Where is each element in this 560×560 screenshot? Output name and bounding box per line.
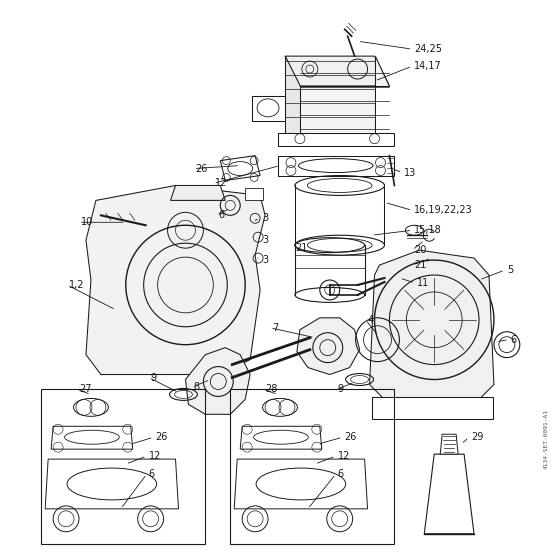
Text: 29: 29 — [471, 432, 483, 442]
Text: 6: 6 — [218, 211, 225, 220]
Text: 9: 9 — [338, 385, 344, 394]
Text: 3: 3 — [262, 235, 268, 245]
Text: 12: 12 — [216, 179, 228, 189]
Polygon shape — [45, 459, 179, 509]
Text: 7: 7 — [272, 323, 278, 333]
Text: 4134-SET-0091-A1: 4134-SET-0091-A1 — [544, 409, 549, 469]
Text: 24,25: 24,25 — [414, 44, 442, 54]
Text: 1,2: 1,2 — [69, 280, 85, 290]
Text: 6: 6 — [511, 335, 517, 345]
Text: 8: 8 — [193, 382, 199, 393]
Polygon shape — [171, 185, 225, 200]
Text: 28: 28 — [265, 385, 277, 394]
Text: 14,17: 14,17 — [414, 61, 442, 71]
Polygon shape — [297, 318, 360, 375]
Text: 3: 3 — [262, 255, 268, 265]
Polygon shape — [371, 398, 493, 419]
Text: 27: 27 — [79, 385, 91, 394]
Text: 6: 6 — [148, 469, 155, 479]
Text: 21: 21 — [295, 243, 307, 253]
Text: 10: 10 — [81, 217, 94, 227]
Text: 16,19,22,23: 16,19,22,23 — [414, 206, 473, 216]
Polygon shape — [440, 434, 458, 454]
Text: 4: 4 — [367, 315, 374, 325]
Polygon shape — [278, 156, 394, 175]
Polygon shape — [240, 426, 322, 449]
Polygon shape — [278, 133, 394, 146]
Text: 26: 26 — [344, 432, 357, 442]
Text: 12: 12 — [148, 451, 161, 461]
Polygon shape — [185, 348, 250, 414]
Polygon shape — [220, 156, 260, 180]
Polygon shape — [424, 454, 474, 534]
Polygon shape — [300, 56, 389, 136]
Text: 12: 12 — [338, 451, 350, 461]
Polygon shape — [252, 96, 285, 121]
Polygon shape — [370, 250, 494, 399]
Bar — [245, 189, 263, 200]
Text: 26: 26 — [195, 164, 208, 174]
Text: 3: 3 — [262, 213, 268, 223]
Bar — [230, 389, 394, 544]
Text: 11: 11 — [417, 278, 430, 288]
Polygon shape — [86, 185, 265, 375]
Text: 20: 20 — [414, 245, 427, 255]
Polygon shape — [285, 56, 300, 136]
Text: 13: 13 — [404, 167, 417, 178]
Text: 5: 5 — [507, 265, 513, 275]
Text: 26: 26 — [156, 432, 168, 442]
Polygon shape — [51, 426, 133, 449]
Text: 21: 21 — [414, 260, 427, 270]
Bar — [41, 389, 206, 544]
Text: 9: 9 — [151, 372, 157, 382]
Polygon shape — [285, 56, 389, 86]
Text: 6: 6 — [338, 469, 344, 479]
Text: 15,18: 15,18 — [414, 225, 442, 235]
Polygon shape — [234, 459, 367, 509]
